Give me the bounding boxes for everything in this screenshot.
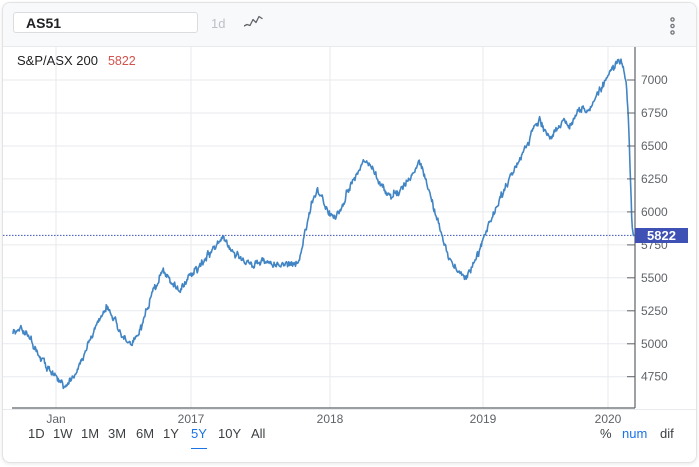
svg-text:6500: 6500	[641, 139, 668, 153]
svg-text:6000: 6000	[641, 205, 668, 219]
svg-text:5500: 5500	[641, 271, 668, 285]
svg-text:4750: 4750	[641, 370, 668, 384]
svg-text:6750: 6750	[641, 106, 668, 120]
svg-text:5000: 5000	[641, 337, 668, 351]
svg-text:5250: 5250	[641, 304, 668, 318]
svg-text:7000: 7000	[641, 73, 668, 87]
svg-text:6250: 6250	[641, 172, 668, 186]
